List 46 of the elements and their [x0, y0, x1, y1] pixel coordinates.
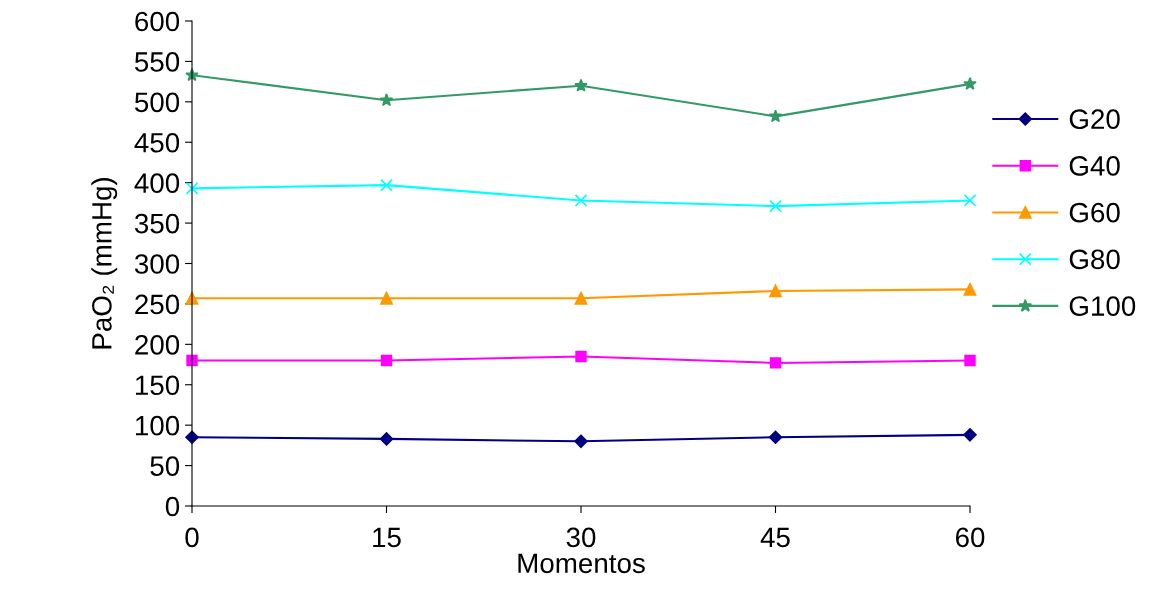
legend-label: G80	[1069, 249, 1120, 270]
point	[963, 194, 977, 207]
x-axis-title: Momentos	[518, 553, 645, 574]
x-tick-label: 0	[185, 527, 199, 548]
legend-label: G40	[1069, 156, 1120, 176]
legend-label: G100	[1069, 296, 1136, 316]
y-axis-title: PaO₂ (mmHg)	[91, 178, 118, 349]
point	[768, 109, 783, 123]
y-tick-label: 500	[134, 92, 180, 113]
x-tick-label: 45	[760, 527, 790, 548]
point	[575, 350, 587, 363]
legend-label: G60	[1069, 202, 1120, 223]
legend-label: G20	[1069, 109, 1120, 129]
y-tick-label: 400	[134, 173, 180, 194]
y-tick-label: 450	[134, 132, 180, 153]
point	[963, 282, 977, 296]
x-tick-label: 30	[566, 527, 596, 548]
point	[379, 93, 394, 107]
point	[768, 430, 783, 445]
point	[379, 432, 394, 446]
point	[574, 194, 588, 207]
point	[769, 284, 782, 298]
y-tick-label: 100	[135, 415, 180, 436]
y-tick-label: 350	[134, 213, 180, 234]
point	[380, 291, 393, 305]
point	[769, 199, 782, 213]
y-tick-label: 150	[135, 375, 180, 396]
point	[574, 434, 588, 449]
point	[185, 181, 199, 195]
x-tick-label: 60	[955, 527, 985, 548]
point	[380, 354, 393, 367]
y-tick-label: 300	[134, 254, 180, 274]
y-tick-label: 200	[135, 335, 180, 355]
x-tick-label: 15	[373, 527, 401, 548]
point	[964, 354, 976, 367]
y-tick-label: 600	[135, 11, 180, 32]
point	[769, 357, 782, 369]
y-tick-label: 0	[165, 496, 180, 517]
point	[380, 178, 393, 192]
point	[574, 291, 588, 305]
point	[574, 78, 588, 92]
point	[963, 76, 977, 90]
point	[963, 428, 977, 442]
y-tick-label: 250	[135, 294, 180, 315]
y-tick-label: 50	[150, 456, 180, 476]
y-tick-label: 550	[134, 52, 180, 72]
